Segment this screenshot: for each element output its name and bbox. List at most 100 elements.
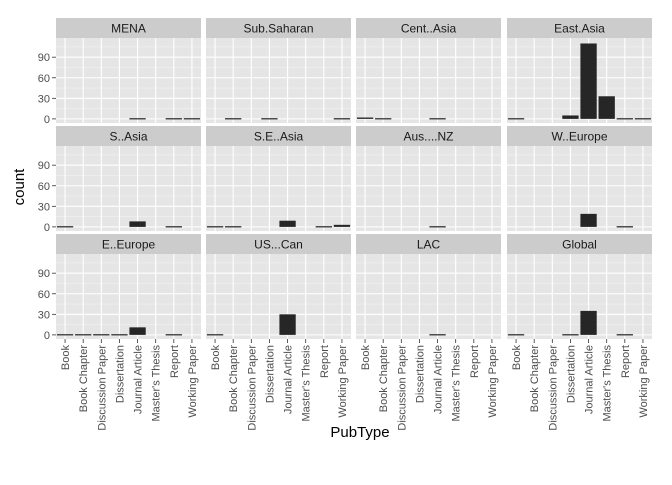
panel-background — [507, 38, 652, 123]
bar — [507, 118, 525, 120]
y-axis-title: count — [11, 168, 28, 206]
y-tick-label: 30 — [38, 201, 50, 213]
bar — [429, 334, 446, 336]
bar — [165, 226, 182, 228]
bar — [165, 118, 182, 120]
bar — [206, 226, 224, 228]
facet-strip-label: W..Europe — [551, 130, 607, 144]
facet-strip — [507, 126, 652, 146]
x-tick-label: Book Chapter — [378, 345, 390, 413]
bar — [562, 115, 579, 119]
x-tick-label: Report — [169, 345, 181, 378]
x-tick-label: Discussion Paper — [246, 345, 258, 431]
x-tick-label: Book — [60, 345, 72, 371]
bar — [598, 96, 615, 119]
bar — [225, 226, 242, 228]
y-tick-label: 0 — [44, 330, 50, 342]
panel-background — [507, 146, 652, 231]
bar — [333, 224, 351, 227]
bar — [429, 118, 446, 120]
facet-panel: S.E..Asia — [206, 126, 351, 231]
bar — [129, 118, 146, 120]
facet-strip — [356, 18, 501, 38]
x-tick-label: Book — [511, 345, 523, 371]
facet-strip-label: Global — [562, 238, 597, 252]
x-tick-label: Working Paper — [187, 345, 199, 418]
x-tick-label: Dissertation — [565, 345, 577, 403]
y-tick-label: 90 — [38, 52, 50, 64]
bar — [562, 334, 579, 336]
y-tick-label: 90 — [38, 268, 50, 280]
panel-background — [206, 38, 351, 123]
x-tick-label: Working Paper — [638, 345, 650, 418]
facet-strip — [206, 18, 351, 38]
x-tick-label: Discussion Paper — [396, 345, 408, 431]
bar — [165, 334, 182, 336]
bar — [279, 314, 296, 335]
facet-panel: US...Can Book Book Chapter Discussion Paper… — [206, 234, 351, 431]
bar — [183, 118, 201, 120]
facet-strip-label: Cent..Asia — [401, 22, 457, 36]
facet-strip — [507, 234, 652, 254]
x-axis-title: PubType — [330, 424, 389, 441]
x-tick-label: Journal Article — [584, 345, 596, 414]
facet-strip-label: US...Can — [254, 238, 303, 252]
x-tick-label: Book — [210, 345, 222, 371]
x-tick-label: Journal Article — [283, 345, 295, 414]
facet-strip-label: E..Europe — [102, 238, 156, 252]
facet-panel: W..Europe — [507, 126, 652, 231]
panel-background — [507, 254, 652, 339]
y-tick-label: 30 — [38, 309, 50, 321]
x-tick-label: Discussion Paper — [547, 345, 559, 431]
facet-panel: Cent..Asia — [356, 18, 501, 123]
bar — [507, 334, 525, 336]
facet-strip — [206, 234, 351, 254]
bar — [111, 334, 128, 336]
facet-panel: LAC Book Book Chapter Discussion Paper Disse… — [356, 234, 501, 431]
facet-strip-label: East.Asia — [554, 22, 605, 36]
panel-background — [56, 254, 201, 339]
bar — [93, 334, 110, 336]
bar — [56, 226, 74, 228]
bar — [206, 334, 224, 336]
bar — [333, 118, 351, 120]
y-tick-label: 60 — [38, 289, 50, 301]
panel-background — [56, 146, 201, 231]
facet-strip-label: LAC — [417, 238, 441, 252]
x-tick-label: Dissertation — [114, 345, 126, 403]
facet-strip — [356, 234, 501, 254]
facet-strip-label: S.E..Asia — [254, 130, 304, 144]
x-tick-label: Discussion Paper — [96, 345, 108, 431]
bar — [56, 334, 74, 336]
facet-strip — [507, 18, 652, 38]
x-tick-label: Master's Thesis — [602, 345, 614, 422]
x-tick-label: Dissertation — [264, 345, 276, 403]
facet-strip — [356, 126, 501, 146]
x-tick-label: Working Paper — [337, 345, 349, 418]
panel-background — [356, 146, 501, 231]
panel-background — [356, 38, 501, 123]
x-tick-label: Journal Article — [433, 345, 445, 414]
bar — [261, 118, 278, 120]
x-tick-label: Master's Thesis — [451, 345, 463, 422]
facet-panel: Global Book Book Chapter Discussion Paper Di… — [507, 234, 652, 431]
panel-background — [56, 38, 201, 123]
facet-strip-label: Aus....NZ — [403, 130, 453, 144]
bar — [356, 117, 374, 119]
y-tick-label: 0 — [44, 222, 50, 234]
bar — [634, 118, 652, 120]
bar — [279, 220, 296, 227]
y-tick-label: 30 — [38, 93, 50, 105]
facet-panel: S..Asia 0 30 60 90 — [38, 126, 201, 234]
facet-strip-label: MENA — [111, 22, 146, 36]
facet-panel: Sub.Saharan — [206, 18, 351, 123]
x-tick-label: Book Chapter — [78, 345, 90, 413]
bar — [315, 226, 332, 228]
x-tick-label: Book Chapter — [228, 345, 240, 413]
panel-background — [356, 254, 501, 339]
x-tick-label: Report — [469, 345, 481, 378]
facet-strip — [56, 126, 201, 146]
bar — [429, 226, 446, 228]
x-tick-label: Journal Article — [133, 345, 145, 414]
facet-strip — [206, 126, 351, 146]
